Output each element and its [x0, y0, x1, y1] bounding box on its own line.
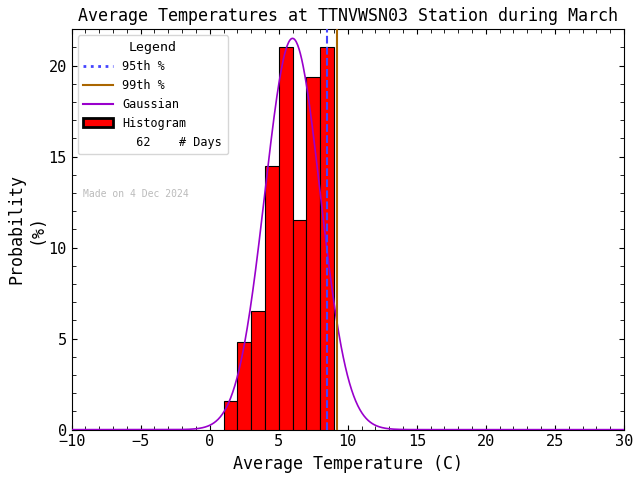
Bar	[279, 48, 292, 430]
Legend: 95th %, 99th %, Gaussian, Histogram,   62    # Days: 95th %, 99th %, Gaussian, Histogram, 62 …	[77, 35, 228, 155]
Bar	[237, 342, 251, 430]
Bar	[307, 77, 320, 430]
Bar	[265, 166, 279, 430]
Bar	[292, 220, 307, 430]
Bar	[223, 400, 237, 430]
Y-axis label: Probability
(%): Probability (%)	[7, 174, 45, 285]
Bar	[251, 312, 265, 430]
Text: Made on 4 Dec 2024: Made on 4 Dec 2024	[83, 190, 188, 199]
X-axis label: Average Temperature (C): Average Temperature (C)	[233, 455, 463, 473]
Bar	[320, 48, 334, 430]
Title: Average Temperatures at TTNVWSN03 Station during March: Average Temperatures at TTNVWSN03 Statio…	[78, 7, 618, 25]
